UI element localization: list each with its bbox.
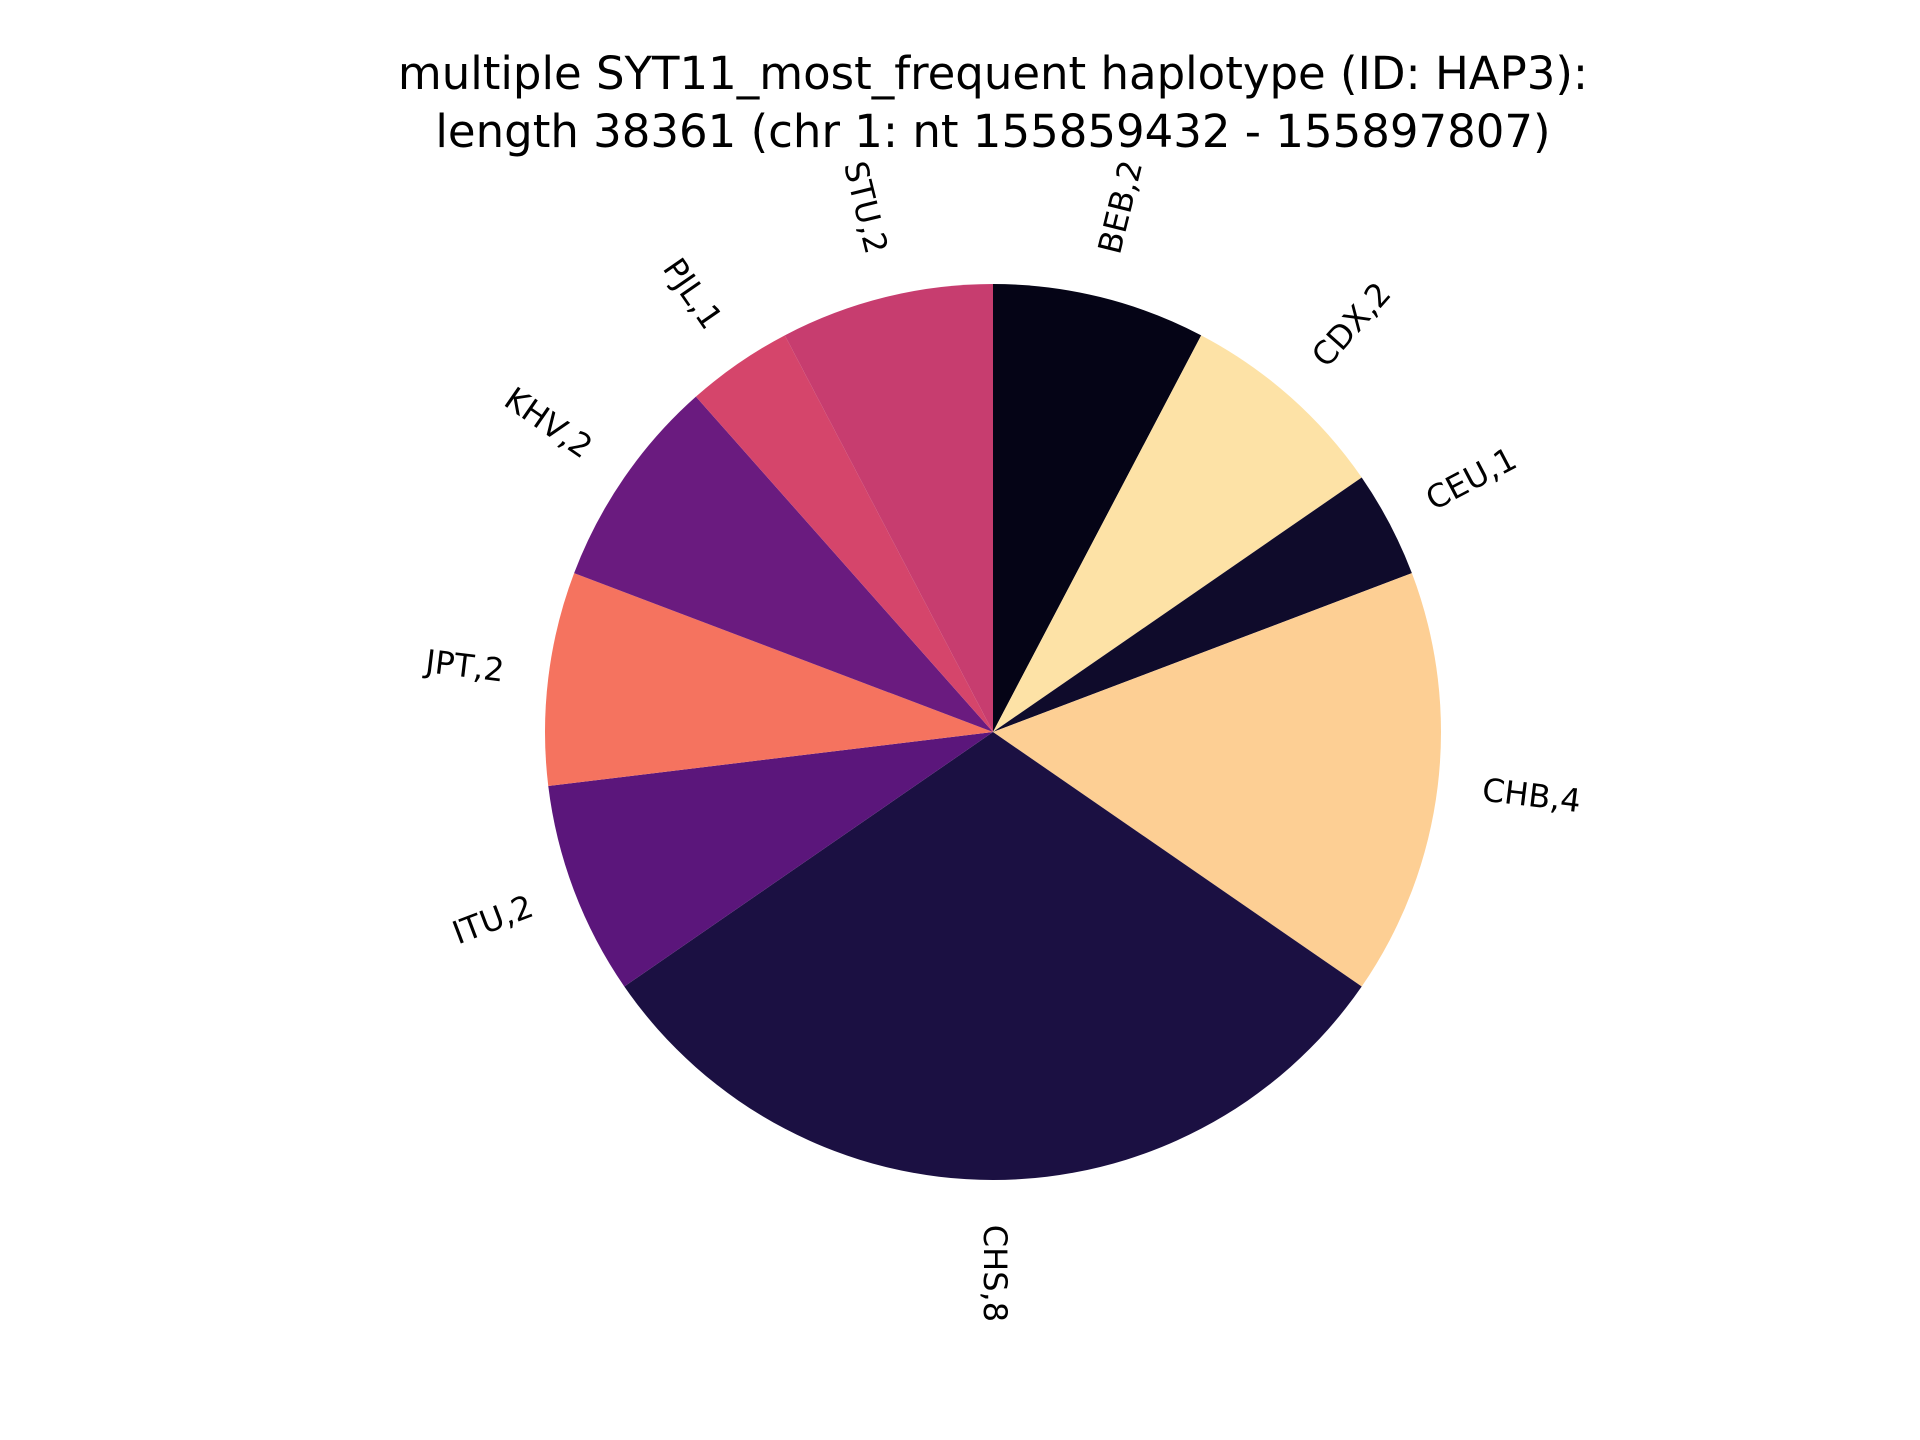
- chart-title: multiple SYT11_most_frequent haplotype (…: [398, 47, 1588, 158]
- pie-slice-jpt: [545, 573, 993, 786]
- chart-title-line-2: length 38361 (chr 1: nt 155859432 - 1558…: [435, 105, 1550, 158]
- chart-title-line-1: multiple SYT11_most_frequent haplotype (…: [398, 47, 1588, 100]
- pie-label-jpt: JPT,2: [422, 642, 507, 689]
- pie-label-stu: STU,2: [836, 157, 895, 257]
- pie-label-chs: CHS,8: [976, 1225, 1014, 1322]
- pie-label-khv: KHV,2: [498, 379, 600, 466]
- pie-slice-chs: [624, 732, 1362, 1181]
- pie-slice-beb: [993, 284, 1202, 732]
- pie-label-pjl: PJL,1: [655, 251, 730, 336]
- pie-slice-chb: [993, 573, 1442, 987]
- pie-slice-stu: [784, 284, 993, 732]
- pie-slice-pjl: [695, 335, 993, 732]
- pie-slice-itu: [548, 732, 993, 987]
- pie-label-beb: BEB,2: [1091, 157, 1151, 258]
- pie-slices: [545, 284, 1442, 1181]
- pie-label-cdx: CDX,2: [1304, 275, 1398, 375]
- pie-label-itu: ITU,2: [447, 887, 538, 952]
- pie-slice-cdx: [993, 335, 1362, 732]
- pie-slice-ceu: [993, 477, 1412, 732]
- pie-label-ceu: CEU,1: [1420, 440, 1523, 518]
- pie-slice-khv: [574, 396, 993, 732]
- pie-label-chb: CHB,4: [1480, 771, 1583, 821]
